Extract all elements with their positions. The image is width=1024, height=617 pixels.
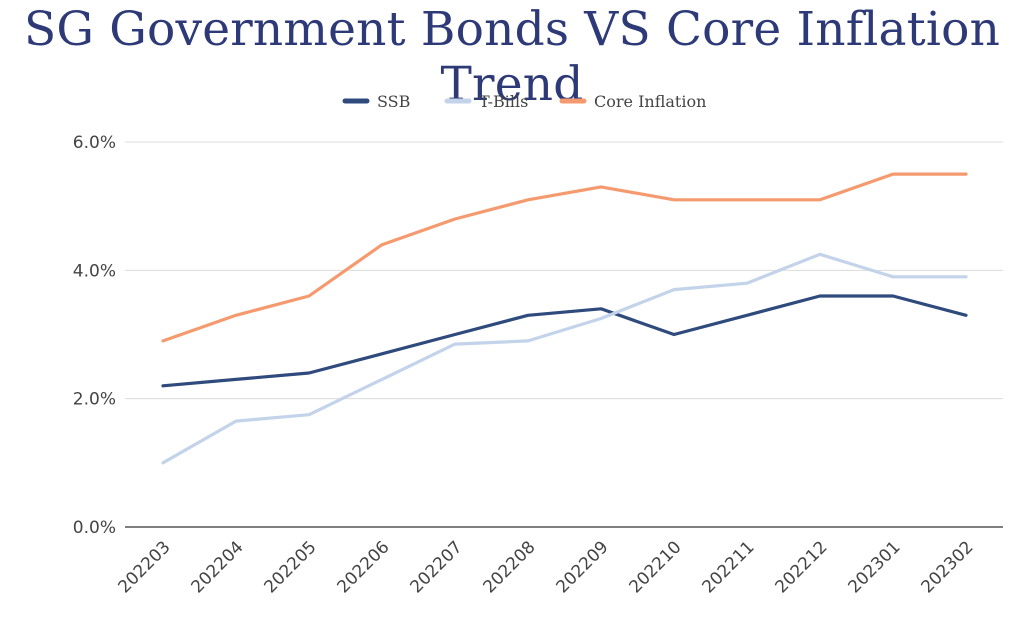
- series-line-ssb: [161, 294, 968, 388]
- legend: SSB T-Bills Core Inflation: [342, 92, 706, 111]
- x-tick-label: 202301: [844, 537, 904, 597]
- legend-label-ssb: SSB: [377, 92, 410, 111]
- x-tick-label: 202212: [771, 537, 831, 597]
- x-tick-label: 202302: [917, 537, 977, 597]
- y-tick-label: 4.0%: [73, 261, 116, 281]
- series-line-core-inflation: [161, 172, 968, 343]
- x-tick-label: 202211: [698, 537, 758, 597]
- x-tick-label: 202208: [479, 537, 539, 597]
- x-tick-label: 202203: [114, 537, 174, 597]
- series-lines: [161, 172, 968, 465]
- x-tick-label: 202207: [406, 537, 466, 597]
- series-line-t-bills: [161, 252, 968, 465]
- x-tick-label: 202204: [187, 537, 247, 597]
- y-tick-label: 6.0%: [73, 133, 116, 153]
- legend-label-core-inflation: Core Inflation: [594, 92, 706, 111]
- legend-label-t-bills: T-Bills: [479, 92, 528, 111]
- chart-title: SG Government Bonds VS Core Inflation Tr…: [23, 2, 1001, 112]
- x-tick-label: 202209: [552, 537, 612, 597]
- y-axis-ticks: 0.0% 2.0% 4.0% 6.0%: [73, 133, 116, 538]
- x-tick-label: 202210: [625, 537, 685, 597]
- gridlines: [125, 141, 1003, 528]
- y-tick-label: 2.0%: [73, 390, 116, 410]
- x-axis-ticks: 202203 202204 202205 202206 202207 202208 2022…: [114, 537, 977, 597]
- x-tick-label: 202205: [260, 537, 320, 597]
- y-tick-label: 0.0%: [73, 518, 116, 538]
- x-tick-label: 202206: [333, 537, 393, 597]
